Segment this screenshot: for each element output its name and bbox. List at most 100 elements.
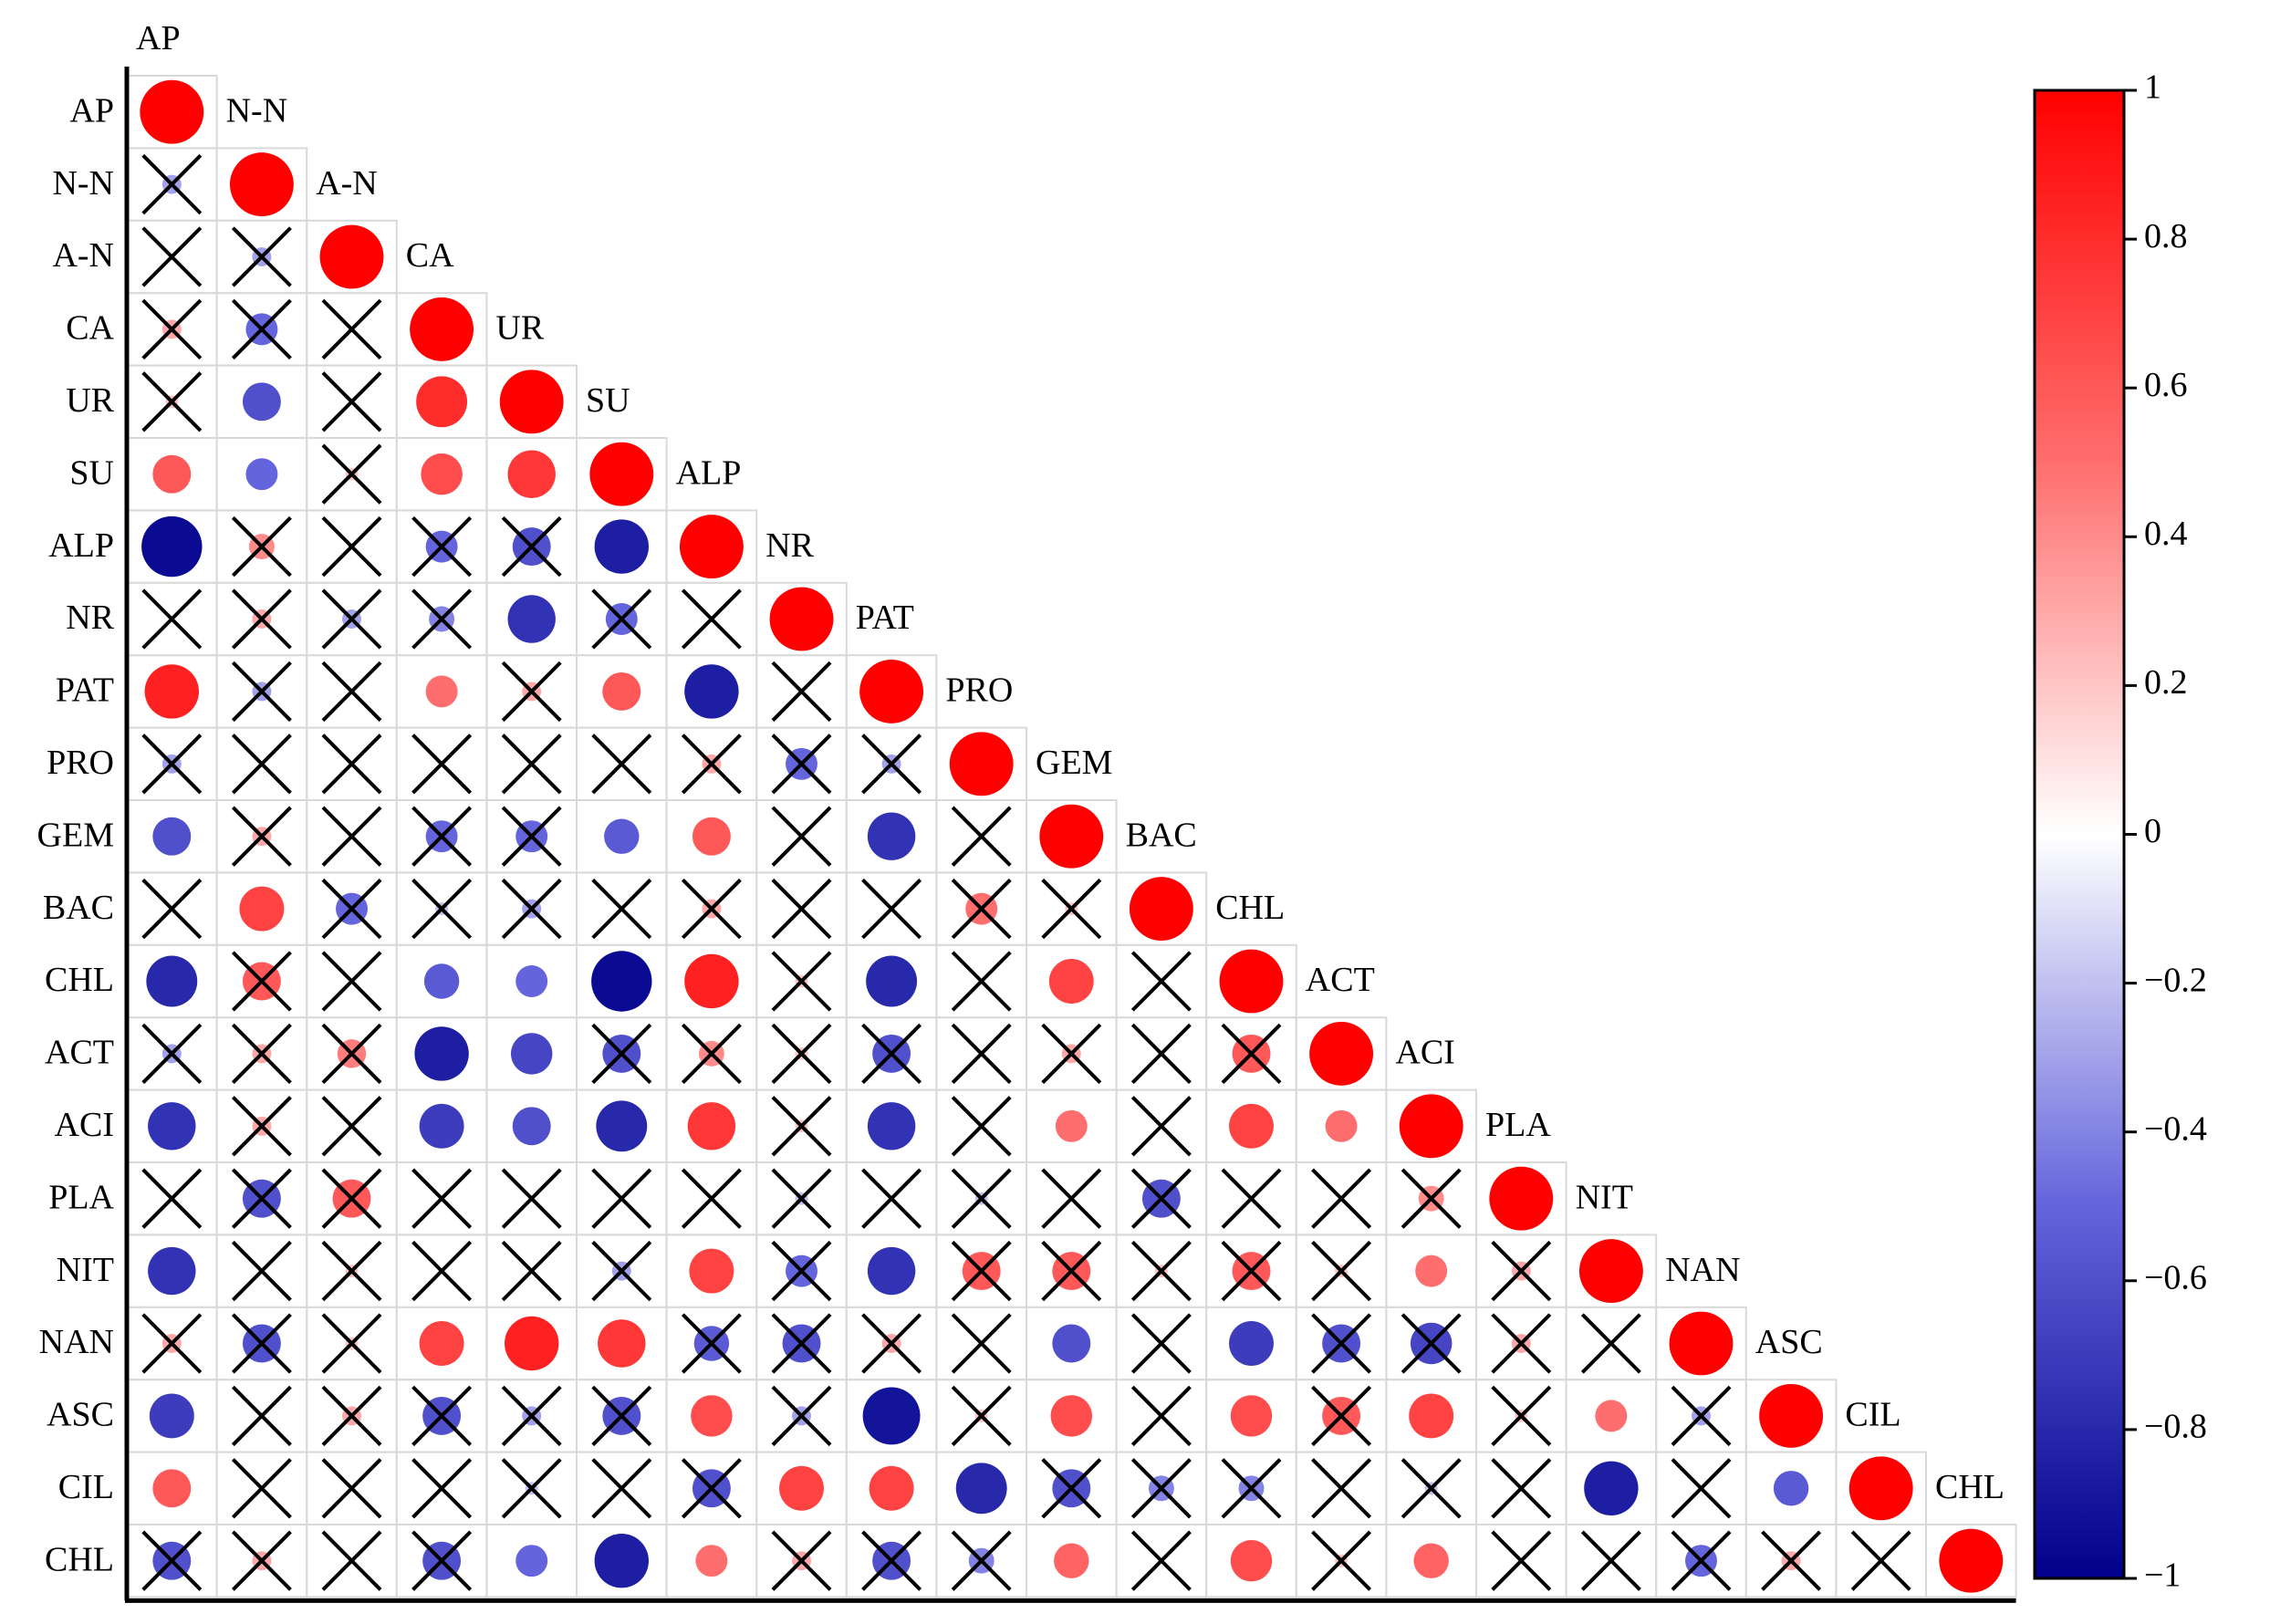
correlation-circle <box>1578 1239 1643 1304</box>
correlation-circle <box>423 963 460 999</box>
correlation-circle <box>416 376 468 428</box>
correlation-circle <box>867 1246 916 1296</box>
cross <box>321 371 382 432</box>
colorbar-tick-label: 0.4 <box>2144 515 2188 553</box>
cross <box>231 734 292 795</box>
correlation-circle <box>425 675 458 708</box>
cross <box>231 1458 292 1519</box>
cross <box>1401 1313 1462 1374</box>
cross <box>411 878 473 940</box>
row-label: BAC <box>43 889 114 927</box>
cross <box>1671 1385 1732 1447</box>
correlation-circle <box>1229 1103 1274 1149</box>
colorbar-tick-label: −0.4 <box>2144 1109 2207 1148</box>
correlation-circle <box>1773 1471 1809 1506</box>
cross <box>411 734 473 795</box>
cross <box>951 951 1012 1012</box>
cross <box>231 588 292 650</box>
correlation-circle <box>505 1316 559 1371</box>
cross <box>501 1385 562 1447</box>
cross <box>321 515 382 578</box>
cross <box>1041 1168 1102 1229</box>
cross <box>591 1385 652 1447</box>
row-label: CIL <box>58 1468 114 1506</box>
correlation-circle <box>510 1033 553 1075</box>
colorbar-tick-label: 0.8 <box>2144 217 2188 255</box>
cross <box>231 226 292 287</box>
cross <box>951 1240 1012 1302</box>
row-label: ACT <box>45 1034 114 1072</box>
correlation-circle <box>148 1246 196 1296</box>
cross <box>591 1240 652 1302</box>
cross <box>231 1313 292 1374</box>
cross <box>141 1023 203 1085</box>
column-label: UR <box>495 309 544 348</box>
correlation-circle <box>596 1100 648 1152</box>
correlation-circle <box>421 453 463 495</box>
cross <box>1311 1530 1372 1591</box>
cross <box>951 1530 1012 1591</box>
cross <box>771 806 832 867</box>
cross <box>141 878 203 940</box>
correlation-circle <box>1230 1539 1273 1582</box>
correlation-circle <box>695 1545 728 1577</box>
cross <box>411 1168 473 1229</box>
correlation-circle <box>692 817 731 856</box>
cross <box>1491 1385 1552 1447</box>
cross <box>1491 1240 1552 1302</box>
correlation-circle <box>419 1321 464 1366</box>
correlation-circle <box>684 664 739 719</box>
cross <box>591 734 652 795</box>
colorbar-tick-label: 0 <box>2144 812 2161 850</box>
cross <box>321 951 382 1012</box>
correlation-circle <box>867 812 916 860</box>
cross <box>141 371 203 432</box>
cross <box>1671 1530 1732 1591</box>
cross <box>1401 1458 1462 1519</box>
correlation-circle <box>1230 1395 1273 1437</box>
cross <box>1221 1168 1282 1229</box>
cross <box>231 1385 292 1447</box>
correlation-circle <box>239 886 285 932</box>
row-label: GEM <box>37 816 114 854</box>
cross <box>501 1168 562 1229</box>
correlation-circle <box>499 370 564 434</box>
cross <box>501 1240 562 1302</box>
cross <box>321 1385 382 1447</box>
cross <box>861 878 922 940</box>
cross <box>501 806 562 867</box>
cross <box>1311 1385 1372 1447</box>
cross <box>771 1313 832 1374</box>
row-label: ALP <box>48 526 114 565</box>
cross <box>1311 1313 1372 1374</box>
cross <box>771 1530 832 1591</box>
cross <box>591 1168 652 1229</box>
correlation-circle <box>1399 1094 1463 1159</box>
correlation-circle <box>140 79 204 144</box>
cross <box>771 734 832 795</box>
cross <box>141 153 203 215</box>
correlation-circle <box>414 1026 469 1081</box>
column-label: N-N <box>226 91 288 130</box>
cross <box>681 734 742 795</box>
correlation-circle <box>144 664 199 719</box>
correlation-circle <box>1054 1543 1089 1578</box>
correlation-circle <box>769 587 834 651</box>
colorbar-tick-label: −0.8 <box>2144 1408 2207 1446</box>
cross <box>1311 1240 1372 1302</box>
row-label: CHL <box>45 1540 114 1578</box>
column-label: NIT <box>1576 1178 1633 1216</box>
column-label: ALP <box>676 453 742 492</box>
cross <box>411 515 473 578</box>
cross <box>1671 1458 1732 1519</box>
correlation-circle <box>149 1393 194 1439</box>
cross <box>321 734 382 795</box>
row-label: AP <box>69 91 114 130</box>
correlation-circle <box>779 1465 824 1511</box>
cross <box>771 1096 832 1157</box>
cross <box>771 661 832 723</box>
cross <box>231 515 292 578</box>
column-label: ACI <box>1395 1034 1454 1072</box>
correlation-circle <box>1229 1321 1274 1366</box>
